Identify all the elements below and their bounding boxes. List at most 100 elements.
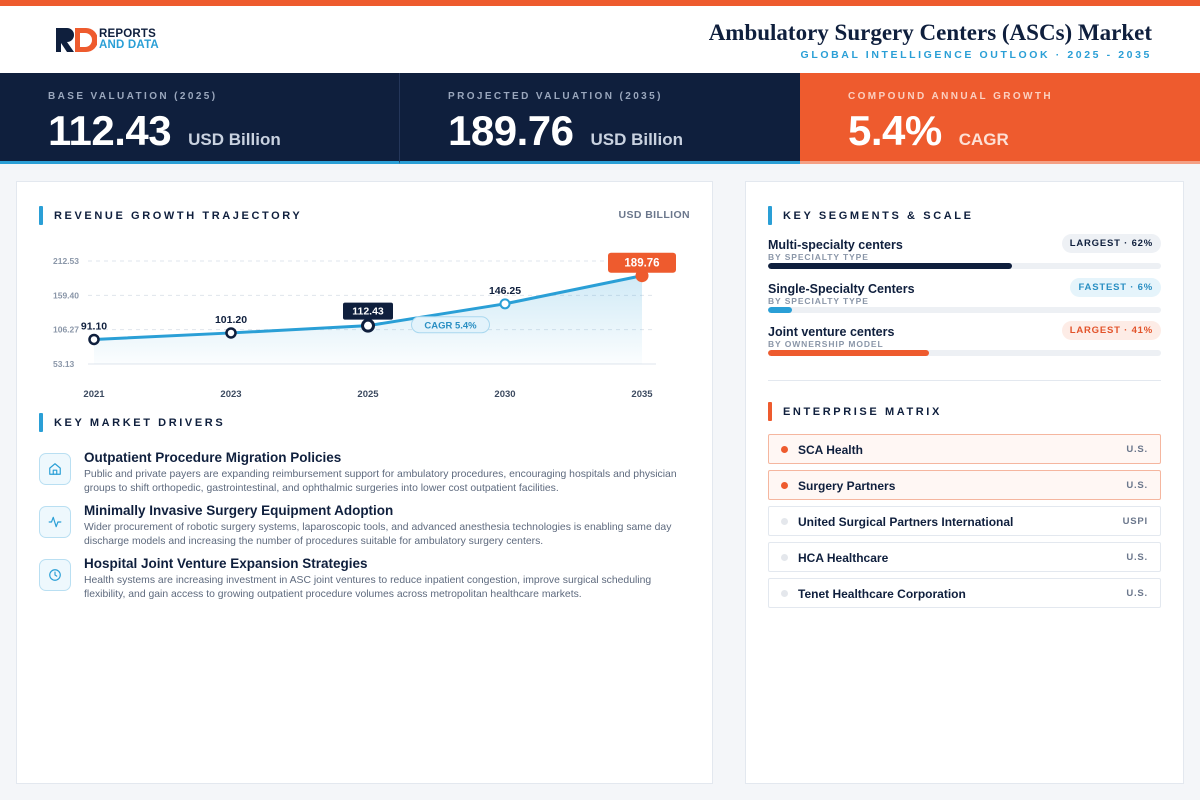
driver-title: Minimally Invasive Surgery Equipment Ado… [84, 503, 394, 518]
kpi-number: 5.4% [848, 107, 942, 154]
page-header: REPORTS AND DATA Ambulatory Surgery Cent… [0, 6, 1200, 73]
enterprise-row[interactable]: United Surgical Partners International U… [768, 506, 1161, 536]
segment-share-track [768, 263, 1161, 269]
kpi-value-row: 112.43 USD Billion [48, 107, 281, 155]
kpi-label: BASE VALUATION (2025) [48, 91, 218, 102]
segment-name: Multi-specialty centers [768, 238, 903, 252]
segment-share-track [768, 350, 1161, 356]
driver-title: Outpatient Procedure Migration Policies [84, 450, 342, 465]
data-label: 91.10 [81, 320, 107, 332]
highlight-dot-icon [781, 446, 788, 453]
logo-wordmark: REPORTS AND DATA [99, 28, 159, 51]
segment-category: BY SPECIALTY TYPE [768, 252, 869, 262]
revenue-chart: 53.13 106.27 159.40 212.53 2021 2023 2025 2030 2… [53, 252, 676, 400]
enterprise-row[interactable]: HCA Healthcare U.S. [768, 542, 1161, 572]
segment-badge: FASTEST · 6% [1070, 278, 1161, 297]
kpi-projected-valuation: PROJECTED VALUATION (2035) 189.76 USD Bi… [400, 73, 800, 164]
enterprise-code: U.S. [1126, 552, 1148, 563]
segment-category: BY OWNERSHIP MODEL [768, 339, 884, 349]
data-label: 189.76 [624, 258, 659, 270]
highlight-dot-icon [781, 482, 788, 489]
segment-name: Single-Specialty Centers [768, 282, 915, 296]
enterprise-row[interactable]: Surgery Partners U.S. [768, 470, 1161, 500]
cagr-annotation: CAGR 5.4% [424, 320, 477, 331]
cagr-pill [411, 316, 490, 334]
data-label: 146.25 [489, 285, 521, 297]
chart-unit-label: USD BILLION [618, 209, 690, 221]
y-tick-label: 159.40 [53, 290, 79, 300]
y-tick-label: 53.13 [53, 359, 75, 369]
y-tick-label: 212.53 [53, 256, 79, 266]
section-accent-bar [39, 206, 43, 225]
data-point [361, 318, 375, 333]
x-tick-label: 2035 [631, 389, 653, 400]
enterprise-name: United Surgical Partners International [798, 515, 1014, 529]
bullet-dot-icon [781, 554, 788, 561]
drivers-section-title: KEY MARKET DRIVERS [39, 413, 225, 432]
driver-description: Wider procurement of robotic surgery sys… [84, 522, 672, 547]
segment-row: Single-Specialty Centers BY SPECIALTY TY… [768, 278, 1161, 326]
kpi-base-valuation: BASE VALUATION (2025) 112.43 USD Billion [0, 73, 400, 164]
brand-logo[interactable]: REPORTS AND DATA [55, 28, 159, 52]
section-accent-bar [39, 413, 43, 432]
kpi-label: COMPOUND ANNUAL GROWTH [848, 91, 1054, 102]
kpi-unit: USD Billion [188, 130, 281, 149]
enterprise-code: USPI [1122, 516, 1148, 527]
enterprise-section-title: ENTERPRISE MATRIX [768, 402, 942, 421]
kpi-unit: USD Billion [590, 130, 684, 149]
page-title: Ambulatory Surgery Centers (ASCs) Market [708, 20, 1152, 45]
segment-share-fill [768, 350, 930, 356]
kpi-label: PROJECTED VALUATION (2035) [448, 91, 663, 102]
enterprise-code: U.S. [1126, 588, 1148, 599]
enterprise-title-text: ENTERPRISE MATRIX [783, 405, 942, 418]
segment-share-fill [768, 307, 792, 313]
value-callout [343, 302, 393, 320]
segments-title-text: KEY SEGMENTS & SCALE [783, 209, 974, 222]
data-point [499, 298, 511, 310]
segment-row: Multi-specialty centers BY SPECIALTY TYP… [768, 234, 1161, 282]
bullet-dot-icon [781, 518, 788, 525]
logo-mark-icon [56, 28, 97, 52]
kpi-number: 112.43 [48, 107, 172, 154]
enterprise-name: HCA Healthcare [798, 551, 889, 565]
logo-line-1: REPORTS [99, 28, 156, 40]
segment-share-fill [768, 263, 1012, 269]
kpi-unit: CAGR [958, 130, 1009, 149]
area-fill [94, 275, 642, 364]
enterprise-code: U.S. [1126, 480, 1148, 491]
segment-badge: LARGEST · 41% [1061, 321, 1161, 340]
segment-name: Joint venture centers [768, 325, 895, 339]
data-point [225, 327, 237, 339]
segment-share-track [768, 307, 1161, 313]
y-tick-label: 106.27 [53, 325, 79, 335]
page-subtitle: GLOBAL INTELLIGENCE OUTLOOK · 2025 - 203… [800, 49, 1152, 61]
activity-icon [39, 506, 71, 538]
section-accent-bar [768, 402, 772, 421]
data-label: 112.43 [352, 306, 384, 318]
kpi-value-row: 189.76 USD Billion [448, 107, 683, 155]
enterprise-row[interactable]: Tenet Healthcare Corporation U.S. [768, 578, 1161, 608]
section-accent-bar [768, 206, 772, 225]
bullet-dot-icon [781, 590, 788, 597]
enterprise-row[interactable]: SCA Health U.S. [768, 434, 1161, 464]
drivers-title-text: KEY MARKET DRIVERS [54, 416, 226, 429]
enterprise-code: U.S. [1126, 444, 1148, 455]
revenue-title-text: REVENUE GROWTH TRAJECTORY [54, 209, 303, 222]
x-tick-label: 2023 [220, 389, 241, 400]
kpi-strip: BASE VALUATION (2025) 112.43 USD Billion… [0, 73, 1200, 164]
driver-description: Health systems are increasing investment… [84, 575, 652, 600]
driver-title: Hospital Joint Venture Expansion Strateg… [84, 556, 368, 571]
right-panel: KEY SEGMENTS & SCALE Multi-specialty cen… [745, 181, 1184, 784]
enterprise-name: Surgery Partners [798, 479, 896, 493]
x-tick-label: 2025 [357, 389, 379, 400]
segment-badge: LARGEST · 62% [1061, 234, 1161, 253]
clock-icon [39, 559, 71, 591]
segments-section-title: KEY SEGMENTS & SCALE [768, 206, 974, 225]
segment-row: Joint venture centers BY OWNERSHIP MODEL… [768, 321, 1161, 369]
x-tick-label: 2030 [494, 389, 515, 400]
home-icon [39, 453, 71, 485]
kpi-cagr: COMPOUND ANNUAL GROWTH 5.4% CAGR [800, 73, 1200, 164]
section-divider [768, 380, 1161, 381]
kpi-number: 189.76 [448, 107, 574, 154]
value-callout [608, 252, 676, 273]
